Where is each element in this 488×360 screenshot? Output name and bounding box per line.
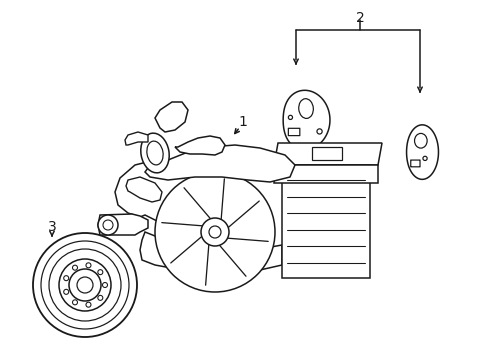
Circle shape bbox=[98, 295, 102, 300]
Polygon shape bbox=[283, 90, 329, 150]
Circle shape bbox=[86, 263, 91, 268]
Circle shape bbox=[208, 226, 221, 238]
Circle shape bbox=[288, 115, 292, 120]
Polygon shape bbox=[175, 136, 224, 155]
Polygon shape bbox=[98, 214, 148, 235]
FancyBboxPatch shape bbox=[288, 128, 299, 136]
Polygon shape bbox=[155, 102, 187, 132]
Polygon shape bbox=[311, 147, 341, 160]
Polygon shape bbox=[145, 145, 294, 182]
Ellipse shape bbox=[141, 133, 169, 173]
Circle shape bbox=[422, 156, 426, 161]
Text: 2: 2 bbox=[355, 11, 364, 25]
Text: 1: 1 bbox=[238, 115, 247, 129]
Circle shape bbox=[98, 215, 118, 235]
Polygon shape bbox=[282, 165, 369, 278]
Circle shape bbox=[102, 283, 107, 288]
Ellipse shape bbox=[146, 141, 163, 165]
Circle shape bbox=[201, 218, 228, 246]
Polygon shape bbox=[126, 177, 162, 202]
Circle shape bbox=[98, 270, 102, 275]
Polygon shape bbox=[125, 132, 148, 145]
Polygon shape bbox=[140, 232, 282, 272]
Text: 3: 3 bbox=[47, 220, 56, 234]
Circle shape bbox=[155, 172, 274, 292]
Circle shape bbox=[59, 259, 111, 311]
Circle shape bbox=[86, 302, 91, 307]
Circle shape bbox=[72, 265, 77, 270]
Circle shape bbox=[33, 233, 137, 337]
Circle shape bbox=[316, 129, 322, 134]
Circle shape bbox=[103, 220, 113, 230]
Circle shape bbox=[72, 300, 77, 305]
Ellipse shape bbox=[414, 134, 426, 148]
Polygon shape bbox=[115, 160, 224, 232]
Circle shape bbox=[63, 289, 69, 294]
FancyBboxPatch shape bbox=[410, 160, 419, 167]
Polygon shape bbox=[406, 125, 438, 179]
Circle shape bbox=[77, 277, 93, 293]
Ellipse shape bbox=[298, 99, 313, 118]
Polygon shape bbox=[273, 165, 377, 183]
Circle shape bbox=[69, 269, 101, 301]
Circle shape bbox=[63, 276, 69, 281]
Polygon shape bbox=[273, 143, 381, 165]
